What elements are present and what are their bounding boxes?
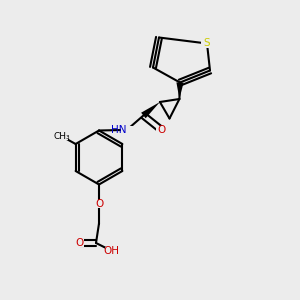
FancyBboxPatch shape <box>201 39 213 48</box>
FancyBboxPatch shape <box>75 239 84 247</box>
FancyBboxPatch shape <box>56 133 68 140</box>
FancyBboxPatch shape <box>121 126 133 134</box>
FancyBboxPatch shape <box>156 126 167 134</box>
Polygon shape <box>141 102 160 118</box>
Polygon shape <box>176 82 184 99</box>
Text: O: O <box>75 238 84 248</box>
Text: HN: HN <box>111 125 127 135</box>
Text: OH: OH <box>103 245 119 256</box>
FancyBboxPatch shape <box>105 247 117 254</box>
Text: O: O <box>95 199 103 209</box>
FancyBboxPatch shape <box>95 200 103 208</box>
Text: O: O <box>157 125 166 135</box>
Text: S: S <box>204 38 210 49</box>
Text: CH₃: CH₃ <box>54 132 70 141</box>
